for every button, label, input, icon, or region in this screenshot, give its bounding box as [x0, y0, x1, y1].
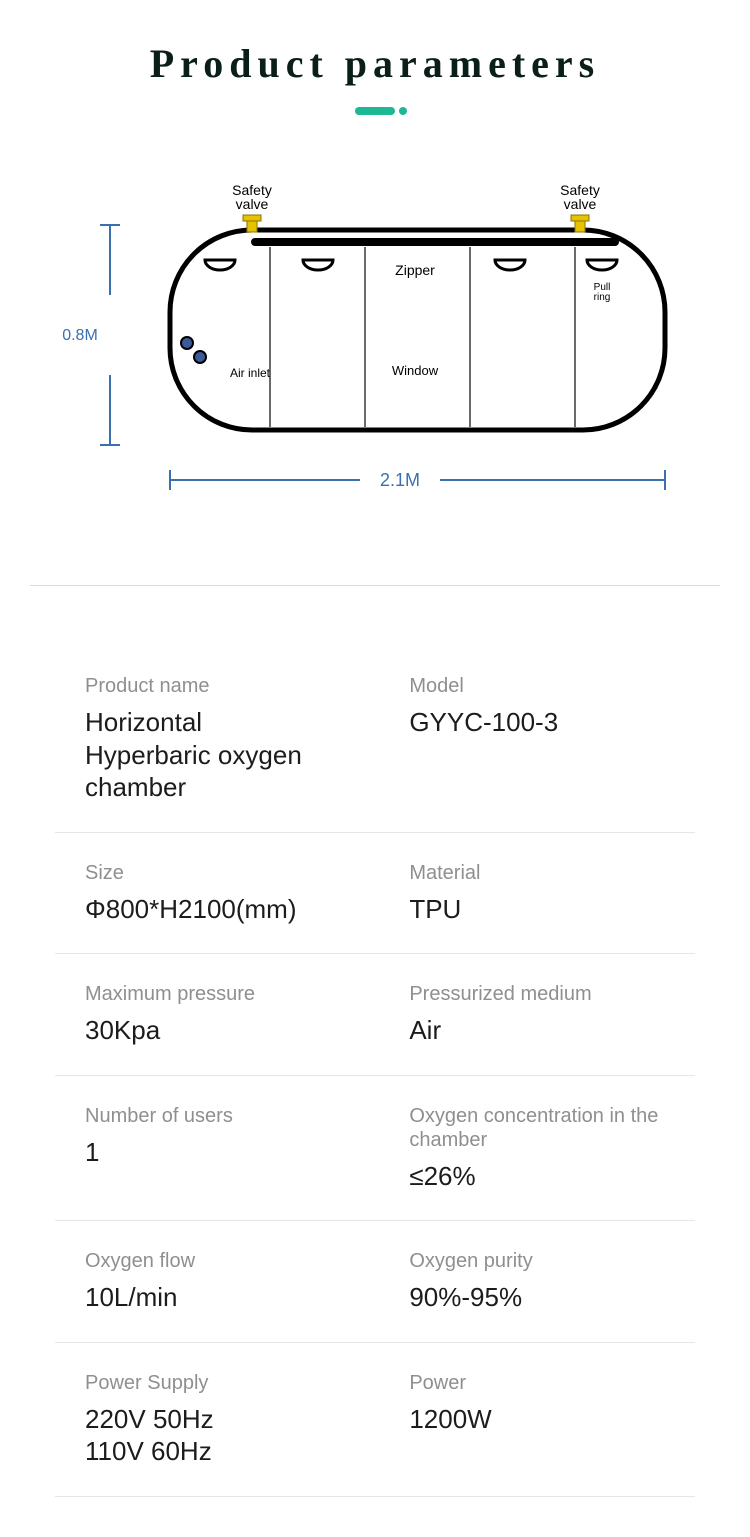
height-dim-label: 0.8M	[62, 327, 98, 344]
spec-value: 1200W	[409, 1403, 685, 1436]
spec-label: Size	[85, 861, 409, 885]
spec-label: Pressurized medium	[409, 982, 685, 1006]
page-title: Product parameters	[30, 40, 720, 87]
spec-label: Power Supply	[85, 1371, 409, 1395]
spec-label: Oxygen flow	[85, 1249, 409, 1273]
spec-row: Maximum pressure 30Kpa Pressurized mediu…	[55, 954, 695, 1076]
spec-label: Product name	[85, 674, 409, 698]
spec-row: Power Supply 220V 50Hz 110V 60Hz Power 1…	[55, 1343, 695, 1497]
spec-cell: Oxygen flow 10L/min	[85, 1249, 409, 1314]
spec-cell: Pressurized medium Air	[409, 982, 685, 1047]
spec-value: 10L/min	[85, 1281, 409, 1314]
spec-value: GYYC-100-3	[409, 706, 685, 739]
spec-cell: Power 1200W	[409, 1371, 685, 1468]
spec-label: Material	[409, 861, 685, 885]
spec-value: Horizontal Hyperbaric oxygen chamber	[85, 706, 409, 804]
spec-cell: Oxygen concentration in the chamber ≤26%	[409, 1104, 685, 1193]
spec-cell: Product name Horizontal Hyperbaric oxyge…	[85, 674, 409, 804]
spec-label: Oxygen purity	[409, 1249, 685, 1273]
window-label: Window	[392, 363, 439, 378]
spec-row: Number of users 1 Oxygen concentration i…	[55, 1076, 695, 1222]
width-dim-label: 2.1M	[380, 470, 420, 490]
safety-valve-label-right: Safetyvalve	[560, 182, 600, 212]
spec-row: Size Φ800*H2100(mm) Material TPU	[55, 833, 695, 955]
spec-cell: Size Φ800*H2100(mm)	[85, 861, 409, 926]
air-inlet-label: Air inlet	[230, 366, 271, 380]
spec-row: Oxygen flow 10L/min Oxygen purity 90%-95…	[55, 1221, 695, 1343]
spec-cell: Oxygen purity 90%-95%	[409, 1249, 685, 1314]
spec-row: Product name Horizontal Hyperbaric oxyge…	[55, 646, 695, 833]
spec-value: 1	[85, 1136, 409, 1169]
pull-ring-label: Pullring	[594, 282, 611, 303]
spec-cell: Maximum pressure 30Kpa	[85, 982, 409, 1047]
safety-valve-label-left: Safetyvalve	[232, 182, 272, 212]
spec-value: 220V 50Hz 110V 60Hz	[85, 1403, 409, 1468]
spec-cell: Material TPU	[409, 861, 685, 926]
spec-cell: Number of users 1	[85, 1104, 409, 1193]
spec-value: Φ800*H2100(mm)	[85, 893, 409, 926]
spec-value: 90%-95%	[409, 1281, 685, 1314]
spec-value: ≤26%	[409, 1160, 685, 1193]
spec-label: Model	[409, 674, 685, 698]
spec-label: Oxygen concentration in the chamber	[409, 1104, 685, 1152]
spec-value: TPU	[409, 893, 685, 926]
spec-cell: Power Supply 220V 50Hz 110V 60Hz	[85, 1371, 409, 1468]
spec-label: Power	[409, 1371, 685, 1395]
section-divider	[30, 585, 720, 586]
title-underline-accent	[355, 107, 395, 115]
spec-label: Maximum pressure	[85, 982, 409, 1006]
spec-table: Product name Horizontal Hyperbaric oxyge…	[55, 646, 695, 1497]
zipper-label: Zipper	[395, 262, 435, 278]
chamber-schematic-svg: 0.8M 2.1M	[55, 165, 695, 525]
spec-label: Number of users	[85, 1104, 409, 1128]
spec-value: 30Kpa	[85, 1014, 409, 1047]
spec-cell: Model GYYC-100-3	[409, 674, 685, 804]
spec-value: Air	[409, 1014, 685, 1047]
product-diagram: 0.8M 2.1M	[55, 165, 695, 525]
